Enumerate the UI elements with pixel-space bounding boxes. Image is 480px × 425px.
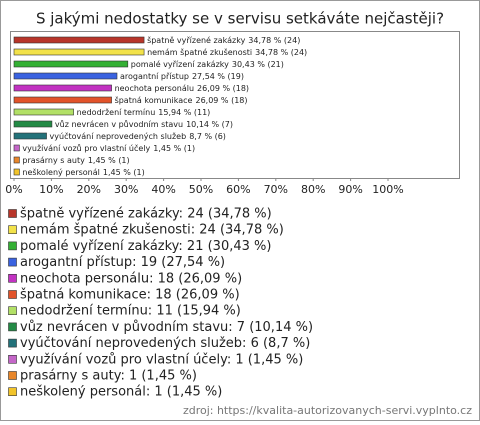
legend-swatch xyxy=(8,241,17,251)
bar-label: využívání vozů pro vlastní účely 1,45 % (… xyxy=(22,143,195,153)
bar xyxy=(13,108,74,116)
x-tick-label: 50% xyxy=(189,183,213,196)
legend-swatch xyxy=(8,290,17,299)
bar-label-value: 30,43 % (21) xyxy=(232,60,284,69)
source: zdroj: https://kvalita-autorizovanych-se… xyxy=(183,404,472,417)
bar xyxy=(13,120,53,128)
x-tick-label: 80% xyxy=(301,183,325,196)
bar xyxy=(13,60,129,68)
bar-label-category: vůz nevrácen v původním stavu xyxy=(55,119,183,129)
bar-label-value: 27,54 % (19) xyxy=(192,72,244,81)
bar-label-value: 26,09 % (18) xyxy=(195,96,247,105)
legend-swatch xyxy=(8,257,17,267)
bar xyxy=(13,36,145,44)
bar-label-category: využívání vozů pro vlastní účely xyxy=(22,143,150,153)
bar-label-category: prasárny s auty xyxy=(22,156,85,165)
legend-swatch xyxy=(8,371,17,380)
bar-label-category: nedodržení termínu xyxy=(77,108,156,117)
legend-entry: využívání vozů pro vlastní účely: 1 (1,4… xyxy=(20,352,303,367)
bar xyxy=(13,72,118,80)
bar-label-value: 15,94 % (11) xyxy=(158,108,210,117)
bar-label-value: 10,14 % (7) xyxy=(186,120,233,129)
bar-label-value: 1,45 % (1) xyxy=(103,168,145,177)
legend-entry: špatná komunikace: 18 (26,09 %) xyxy=(20,288,240,303)
bar-label: vyúčtování neprovedených služeb 8,7 % (6) xyxy=(50,131,226,141)
bar-label: prasárny s auty 1,45 % (1) xyxy=(22,156,129,165)
bar-label: neškolený personál 1,45 % (1) xyxy=(22,167,144,177)
legend-entry: pomalé vyřízení zakázky: 21 (30,43 %) xyxy=(20,239,271,254)
legend-entry: neochota personálu: 18 (26,09 %) xyxy=(20,271,242,286)
bar-label: nedodržení termínu 15,94 % (11) xyxy=(77,108,211,117)
bar xyxy=(13,84,112,92)
legend-swatch xyxy=(8,338,17,348)
bar-label-category: špatná komunikace xyxy=(115,95,193,105)
x-tick-label: 70% xyxy=(264,183,288,196)
bar-label: špatně vyřízené zakázky 34,78 % (24) xyxy=(147,35,300,45)
legend-swatch xyxy=(8,225,17,234)
legend-swatch xyxy=(8,273,17,283)
bar xyxy=(13,132,47,140)
x-tick-label: 20% xyxy=(77,183,101,196)
x-tick-label: 60% xyxy=(226,183,250,196)
legend-entry: špatně vyřízené zakázky: 24 (34,78 %) xyxy=(20,207,272,222)
bar-label: arogantní přístup 27,54 % (19) xyxy=(120,72,244,81)
bar-label-category: neškolený personál xyxy=(22,167,99,177)
bar-label: pomalé vyřízení zakázky 30,43 % (21) xyxy=(131,59,284,69)
bar xyxy=(13,156,20,164)
legend-entry: neškolený personál: 1 (1,45 %) xyxy=(20,385,222,400)
bar-label-category: špatně vyřízené zakázky xyxy=(147,35,246,45)
bar-label: neochota personálu 26,09 % (18) xyxy=(115,84,249,93)
bar-label: vůz nevrácen v původním stavu 10,14 % (7) xyxy=(55,119,233,129)
x-tick-label: 40% xyxy=(151,183,175,196)
legend-entry: nedodržení termínu: 11 (15,94 %) xyxy=(20,304,241,319)
legend-entry: nemám špatné zkušenosti: 24 (34,78 %) xyxy=(20,223,284,238)
bar-label-value: 8,7 % (6) xyxy=(189,132,226,141)
bar-label: nemám špatné zkušenosti 34,78 % (24) xyxy=(147,47,307,57)
chart-title: S jakými nedostatky se v servisu setkává… xyxy=(36,10,444,28)
bar xyxy=(13,168,20,176)
x-tick-label: 100% xyxy=(372,183,403,196)
bar xyxy=(13,48,145,56)
bar-label-category: pomalé vyřízení zakázky xyxy=(131,59,229,69)
bar xyxy=(13,144,20,152)
bar xyxy=(13,96,112,104)
bar-label-category: arogantní přístup xyxy=(120,72,189,81)
bar-label-value: 1,45 % (1) xyxy=(88,156,130,165)
bar-label: špatná komunikace 26,09 % (18) xyxy=(115,95,248,105)
legend-entry: vyúčtování neprovedených služeb: 6 (8,7 … xyxy=(20,336,310,351)
x-tick-label: 30% xyxy=(114,183,138,196)
bar-label-value: 34,78 % (24) xyxy=(248,36,300,45)
bar-label-value: 1,45 % (1) xyxy=(153,144,195,153)
legend-swatch xyxy=(8,322,17,332)
x-tick-label: 90% xyxy=(338,183,362,196)
legend-swatch xyxy=(8,354,17,364)
bar-label-category: vyúčtování neprovedených služeb xyxy=(50,131,187,141)
legend-entry: arogantní přístup: 19 (27,54 %) xyxy=(20,255,225,270)
plot-area xyxy=(10,31,460,179)
bar-label-category: neochota personálu xyxy=(115,84,194,93)
legend-swatch xyxy=(8,306,17,316)
x-tick-label: 10% xyxy=(39,183,63,196)
x-tick-label: 0% xyxy=(5,183,22,196)
bar-label-value: 26,09 % (18) xyxy=(197,84,249,93)
legend-swatch xyxy=(8,209,17,218)
bar-label-category: nemám špatné zkušenosti xyxy=(147,47,252,57)
bar-label-value: 34,78 % (24) xyxy=(255,48,307,57)
legend-entry: prasárny s auty: 1 (1,45 %) xyxy=(20,369,197,384)
legend-entry: vůz nevrácen v původním stavu: 7 (10,14 … xyxy=(20,320,313,335)
legend-swatch xyxy=(8,387,17,397)
